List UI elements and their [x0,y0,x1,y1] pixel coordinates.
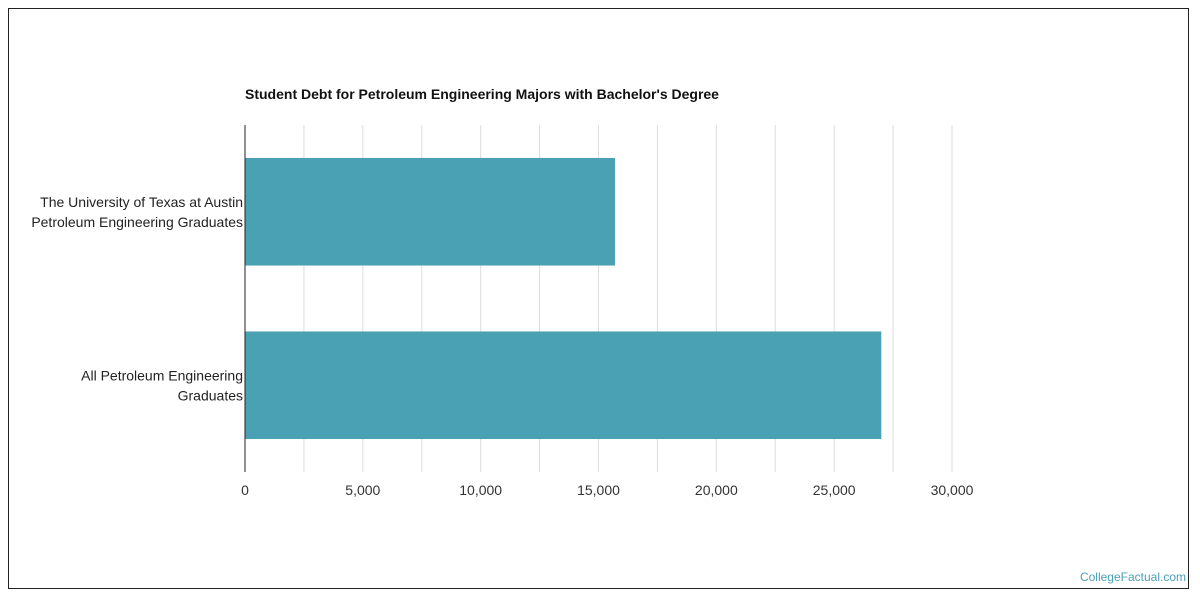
bar-1 [245,331,882,440]
category-label: Graduates [178,387,243,403]
chart-title: Student Debt for Petroleum Engineering M… [245,86,719,102]
x-tick-label: 30,000 [931,482,974,498]
category-label: All Petroleum Engineering [81,367,243,383]
x-tick-label: 0 [241,482,249,498]
x-tick-label: 15,000 [577,482,620,498]
category-label: Petroleum Engineering Graduates [31,214,243,230]
bar-0 [245,157,615,266]
x-tick-label: 20,000 [695,482,738,498]
site-credit[interactable]: CollegeFactual.com [1079,570,1186,584]
x-tick-label: 10,000 [459,482,502,498]
x-tick-label: 25,000 [813,482,856,498]
category-label: The University of Texas at Austin [40,194,243,210]
x-tick-label: 5,000 [345,482,380,498]
